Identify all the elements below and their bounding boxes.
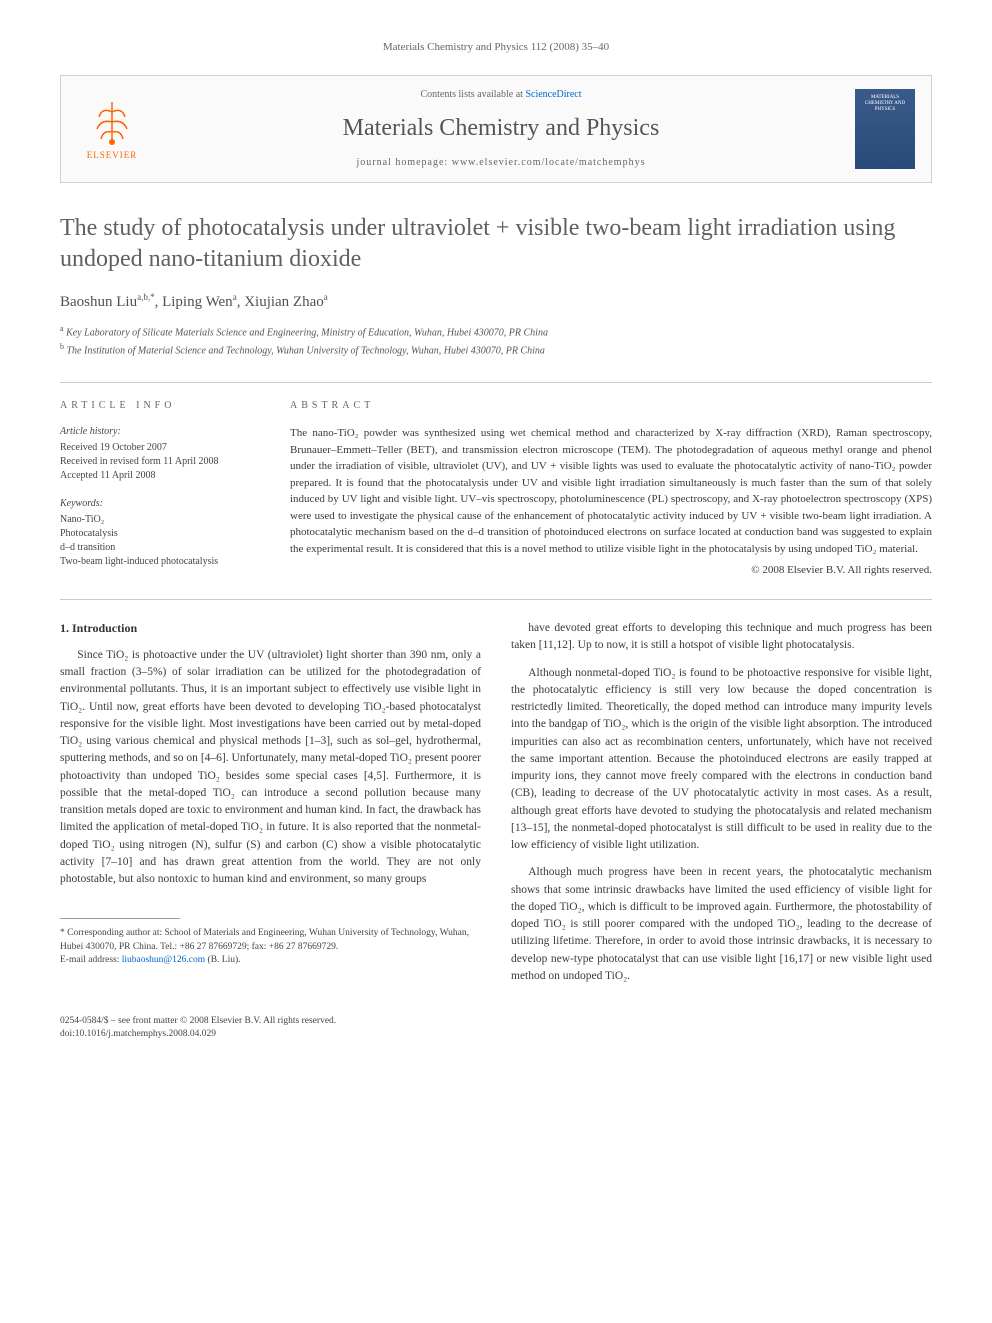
body-columns: 1. Introduction Since TiO₂ is photoactiv… <box>60 620 932 995</box>
author-1: Baoshun Liu <box>60 294 137 310</box>
author-2: , Liping Wen <box>155 294 233 310</box>
article-info: ARTICLE INFO Article history: Received 1… <box>60 399 260 583</box>
keyword-1: Nano-TiO₂ <box>60 513 260 527</box>
col2-p3: Although much progress have been in rece… <box>511 864 932 985</box>
keywords-label: Keywords: <box>60 497 260 511</box>
journal-header: ELSEVIER Contents lists available at Sci… <box>60 75 932 183</box>
body-left-column: 1. Introduction Since TiO₂ is photoactiv… <box>60 620 481 995</box>
journal-cover-thumbnail: MATERIALS CHEMISTRY AND PHYSICS <box>855 89 915 169</box>
col2-p2: Although nonmetal-doped TiO₂ is found to… <box>511 665 932 855</box>
abstract-text: The nano-TiO₂ powder was synthesized usi… <box>290 425 932 557</box>
author-3-sup: a <box>324 292 328 302</box>
email-link[interactable]: liubaoshun@126.com <box>122 955 205 965</box>
article-info-heading: ARTICLE INFO <box>60 399 260 413</box>
affiliation-b-text: The Institution of Material Science and … <box>67 345 545 356</box>
keywords-block: Keywords: Nano-TiO₂ Photocatalysis d–d t… <box>60 497 260 569</box>
abstract-copyright: © 2008 Elsevier B.V. All rights reserved… <box>290 563 932 578</box>
footer-line-2: doi:10.1016/j.matchemphys.2008.04.029 <box>60 1028 932 1041</box>
contents-available-line: Contents lists available at ScienceDirec… <box>167 88 835 102</box>
keyword-4: Two-beam light-induced photocatalysis <box>60 555 260 569</box>
divider-2 <box>60 599 932 600</box>
history-label: Article history: <box>60 425 260 439</box>
body-right-text: have devoted great efforts to developing… <box>511 620 932 985</box>
journal-name: Materials Chemistry and Physics <box>167 112 835 146</box>
homepage-url: www.elsevier.com/locate/matchemphys <box>452 157 646 168</box>
abstract-heading: ABSTRACT <box>290 399 932 413</box>
elsevier-tree-icon <box>87 97 137 147</box>
history-revised: Received in revised form 11 April 2008 <box>60 455 260 469</box>
abstract-column: ABSTRACT The nano-TiO₂ powder was synthe… <box>290 399 932 583</box>
info-abstract-row: ARTICLE INFO Article history: Received 1… <box>60 399 932 583</box>
elsevier-brand-text: ELSEVIER <box>87 149 138 162</box>
affiliations: a Key Laboratory of Silicate Materials S… <box>60 323 932 358</box>
body-right-column: have devoted great efforts to developing… <box>511 620 932 995</box>
page-header-meta: Materials Chemistry and Physics 112 (200… <box>60 40 932 55</box>
history-received: Received 19 October 2007 <box>60 441 260 455</box>
corresponding-footnote: * Corresponding author at: School of Mat… <box>60 927 481 954</box>
author-3: , Xiujian Zhao <box>237 294 324 310</box>
body-left-text: Since TiO₂ is photoactive under the UV (… <box>60 647 481 889</box>
affiliation-a-text: Key Laboratory of Silicate Materials Sci… <box>66 328 548 339</box>
footnote-separator <box>60 918 180 919</box>
contents-prefix: Contents lists available at <box>420 89 525 100</box>
intro-p1: Since TiO₂ is photoactive under the UV (… <box>60 647 481 889</box>
elsevier-logo: ELSEVIER <box>77 94 147 164</box>
journal-homepage: journal homepage: www.elsevier.com/locat… <box>167 156 835 170</box>
affiliation-a: a Key Laboratory of Silicate Materials S… <box>60 323 932 340</box>
col2-p1: have devoted great efforts to developing… <box>511 620 932 655</box>
article-title: The study of photocatalysis under ultrav… <box>60 213 932 275</box>
divider <box>60 382 932 383</box>
history-block: Article history: Received 19 October 200… <box>60 425 260 483</box>
footer-line-1: 0254-0584/$ – see front matter © 2008 El… <box>60 1015 932 1028</box>
authors-line: Baoshun Liua,b,*, Liping Wen a, Xiujian Z… <box>60 291 932 313</box>
history-accepted: Accepted 11 April 2008 <box>60 469 260 483</box>
footer-meta: 0254-0584/$ – see front matter © 2008 El… <box>60 1015 932 1042</box>
journal-header-center: Contents lists available at ScienceDirec… <box>167 88 835 170</box>
affiliation-b: b The Institution of Material Science an… <box>60 341 932 358</box>
email-footnote: E-mail address: liubaoshun@126.com (B. L… <box>60 954 481 967</box>
keyword-2: Photocatalysis <box>60 527 260 541</box>
email-label: E-mail address: <box>60 955 122 965</box>
email-suffix: (B. Liu). <box>205 955 240 965</box>
cover-text: MATERIALS CHEMISTRY AND PHYSICS <box>859 95 911 113</box>
keyword-3: d–d transition <box>60 541 260 555</box>
homepage-prefix: journal homepage: <box>357 157 452 168</box>
author-1-sup: a,b,* <box>137 292 155 302</box>
intro-heading: 1. Introduction <box>60 620 481 637</box>
sciencedirect-link[interactable]: ScienceDirect <box>525 89 581 100</box>
